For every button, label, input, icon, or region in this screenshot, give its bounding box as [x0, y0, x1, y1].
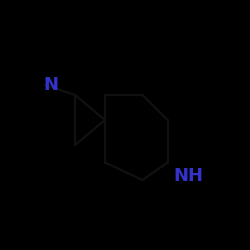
Text: N: N — [44, 76, 59, 94]
Text: NH: NH — [174, 167, 204, 185]
